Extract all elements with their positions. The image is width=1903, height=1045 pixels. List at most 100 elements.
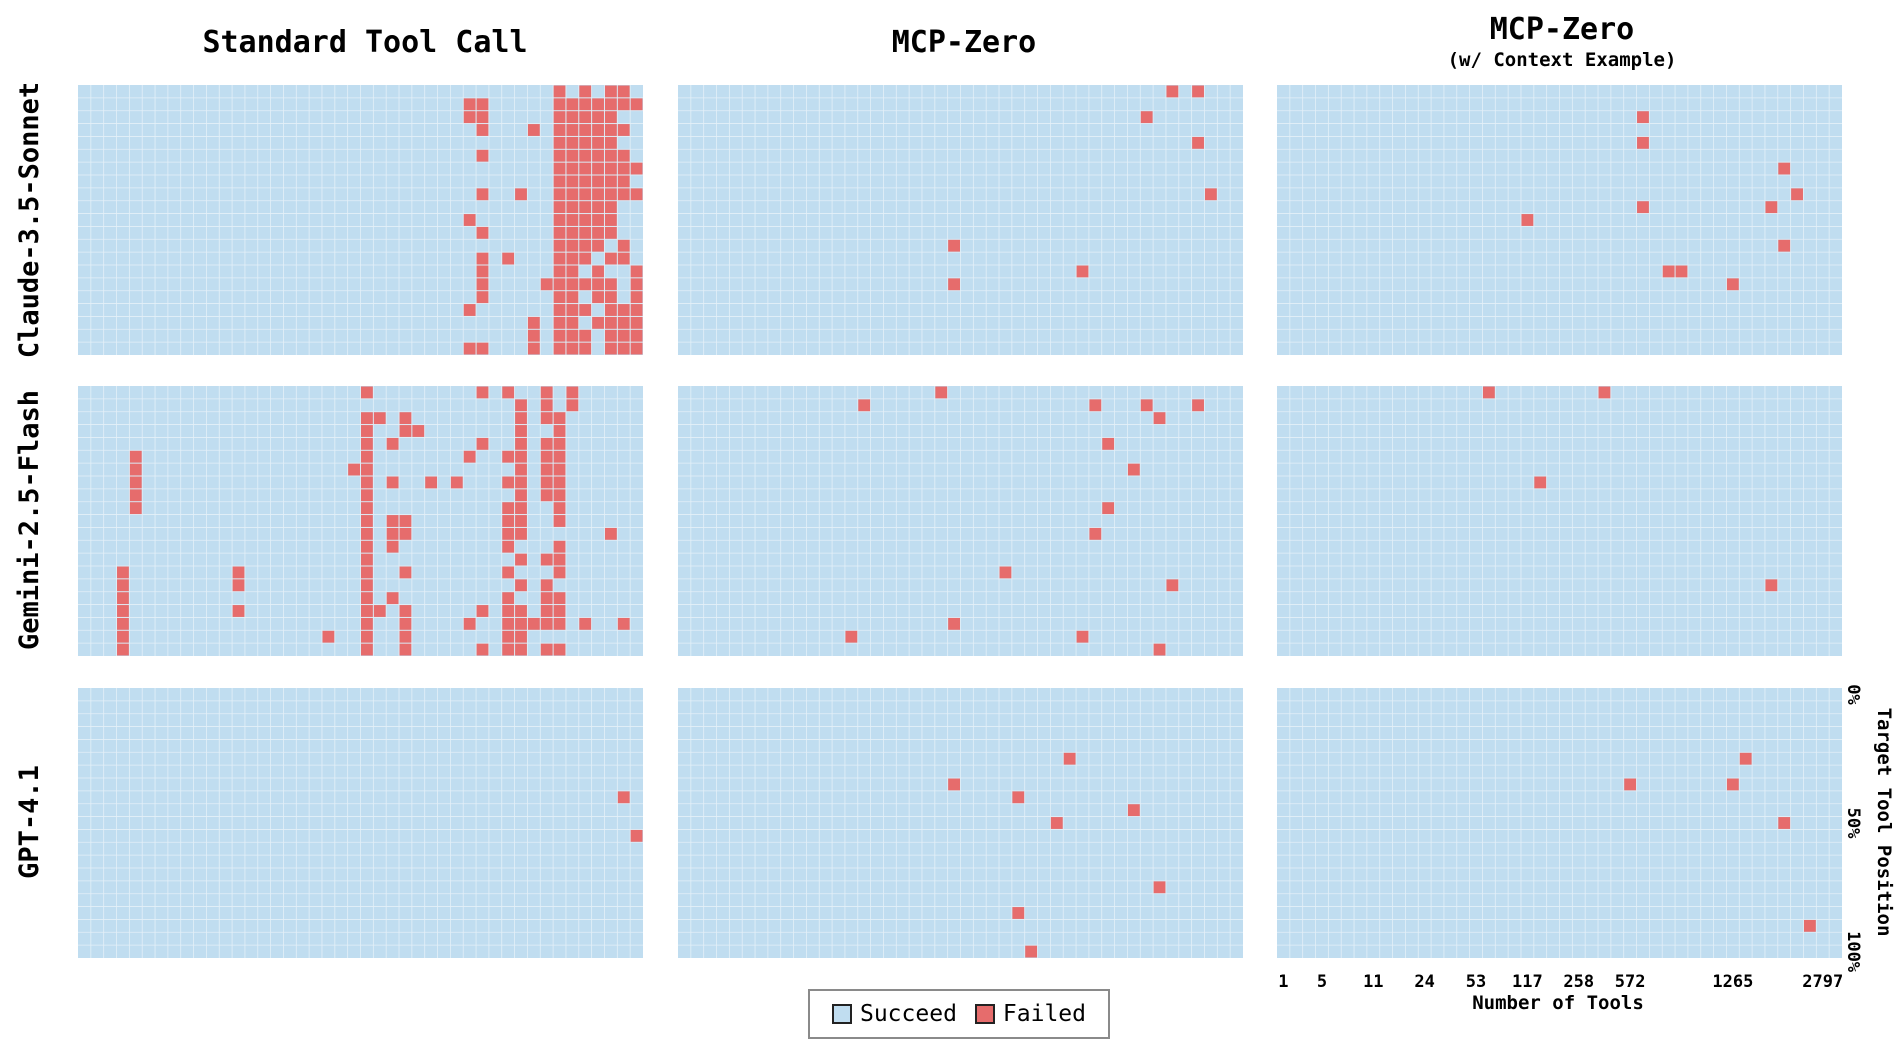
failed-cell bbox=[579, 162, 592, 175]
failed-cell bbox=[604, 316, 617, 329]
failed-cell bbox=[935, 386, 948, 399]
failed-cell bbox=[361, 566, 373, 579]
failed-cell bbox=[553, 463, 566, 476]
failed-cell bbox=[1063, 752, 1076, 765]
failed-cell bbox=[502, 450, 515, 463]
failed-cell bbox=[617, 617, 630, 630]
failed-cell bbox=[617, 791, 630, 804]
panel-2-1 bbox=[78, 386, 643, 656]
failed-cell bbox=[604, 226, 617, 239]
panel-1-2 bbox=[678, 85, 1243, 355]
failed-cell bbox=[566, 111, 579, 124]
failed-cell bbox=[579, 124, 592, 136]
failed-cell bbox=[515, 579, 527, 592]
x-tick-label: 2797 bbox=[1802, 972, 1843, 992]
failed-cell bbox=[566, 265, 579, 278]
failed-cell bbox=[117, 566, 129, 579]
failed-cell bbox=[515, 630, 527, 643]
failed-cell bbox=[1739, 752, 1752, 765]
failed-cell bbox=[592, 136, 604, 149]
failed-cell bbox=[566, 175, 579, 188]
failed-cell bbox=[399, 566, 412, 579]
failed-cell bbox=[617, 342, 630, 355]
failed-cell bbox=[579, 342, 592, 355]
failed-cell bbox=[1662, 265, 1675, 278]
failed-cell bbox=[1089, 399, 1102, 412]
failed-cell bbox=[617, 149, 630, 162]
failed-cell bbox=[592, 124, 604, 136]
failed-cell bbox=[361, 643, 373, 656]
failed-cell bbox=[553, 175, 566, 188]
failed-cell bbox=[399, 605, 412, 617]
failed-cell bbox=[592, 278, 604, 291]
failed-cell bbox=[553, 566, 566, 579]
failed-cell bbox=[630, 304, 643, 316]
failed-cell bbox=[566, 291, 579, 304]
failed-cell bbox=[476, 278, 489, 291]
failed-cell bbox=[527, 342, 540, 355]
failed-cell bbox=[553, 605, 566, 617]
failed-cell bbox=[617, 239, 630, 252]
failed-cell bbox=[553, 592, 566, 605]
failed-cell bbox=[630, 316, 643, 329]
failed-cell bbox=[361, 463, 373, 476]
failed-cell bbox=[117, 605, 129, 617]
failed-cell bbox=[604, 252, 617, 265]
failed-cell bbox=[592, 226, 604, 239]
failed-cell bbox=[1791, 188, 1803, 201]
failed-cell bbox=[399, 412, 412, 425]
failed-cell bbox=[502, 643, 515, 656]
failed-cell bbox=[129, 476, 142, 489]
failed-cell bbox=[1778, 162, 1791, 175]
failed-cell bbox=[540, 399, 553, 412]
failed-cell bbox=[604, 124, 617, 136]
failed-cell bbox=[540, 579, 553, 592]
failed-cell bbox=[604, 527, 617, 540]
failed-cell bbox=[515, 515, 527, 527]
failed-cell bbox=[373, 605, 386, 617]
failed-cell bbox=[553, 515, 566, 527]
failed-cell bbox=[232, 605, 245, 617]
x-tick-label: 11 bbox=[1363, 972, 1383, 992]
panel-3-3 bbox=[1277, 688, 1842, 958]
failed-cell bbox=[117, 643, 129, 656]
failed-cell bbox=[566, 188, 579, 201]
failed-cell bbox=[630, 342, 643, 355]
legend-label-failed: Failed bbox=[1002, 1001, 1087, 1027]
failed-cell bbox=[515, 617, 527, 630]
failed-cell bbox=[232, 579, 245, 592]
failed-cell bbox=[1192, 85, 1204, 98]
failed-cell bbox=[604, 85, 617, 98]
failed-cell bbox=[566, 201, 579, 214]
failed-cell bbox=[502, 386, 515, 399]
failed-cell bbox=[553, 316, 566, 329]
failed-cell bbox=[566, 226, 579, 239]
failed-cell bbox=[515, 476, 527, 489]
failed-cell bbox=[1482, 386, 1495, 399]
failed-cell bbox=[566, 304, 579, 316]
failed-cell bbox=[540, 553, 553, 566]
failed-cell bbox=[515, 643, 527, 656]
failed-cell bbox=[361, 617, 373, 630]
failed-cell bbox=[630, 329, 643, 342]
y-axis-ticks: 0% 50% 100% bbox=[1843, 684, 1863, 973]
failed-cell bbox=[1726, 778, 1739, 791]
failed-cell bbox=[553, 188, 566, 201]
failed-cell bbox=[1192, 399, 1204, 412]
failed-cell bbox=[386, 515, 399, 527]
failed-cell bbox=[604, 214, 617, 226]
failed-cell bbox=[617, 175, 630, 188]
failed-cell bbox=[117, 617, 129, 630]
failed-cell bbox=[604, 149, 617, 162]
failed-cell bbox=[399, 617, 412, 630]
failed-cell bbox=[604, 304, 617, 316]
legend-item-succeed: Succeed bbox=[831, 1001, 957, 1027]
failed-cell bbox=[553, 239, 566, 252]
failed-cell bbox=[373, 412, 386, 425]
failed-cell bbox=[553, 412, 566, 425]
failed-cell bbox=[1127, 463, 1140, 476]
failed-cell bbox=[1025, 945, 1038, 958]
failed-cell bbox=[515, 527, 527, 540]
failed-cell bbox=[515, 188, 527, 201]
failed-cell bbox=[361, 540, 373, 553]
